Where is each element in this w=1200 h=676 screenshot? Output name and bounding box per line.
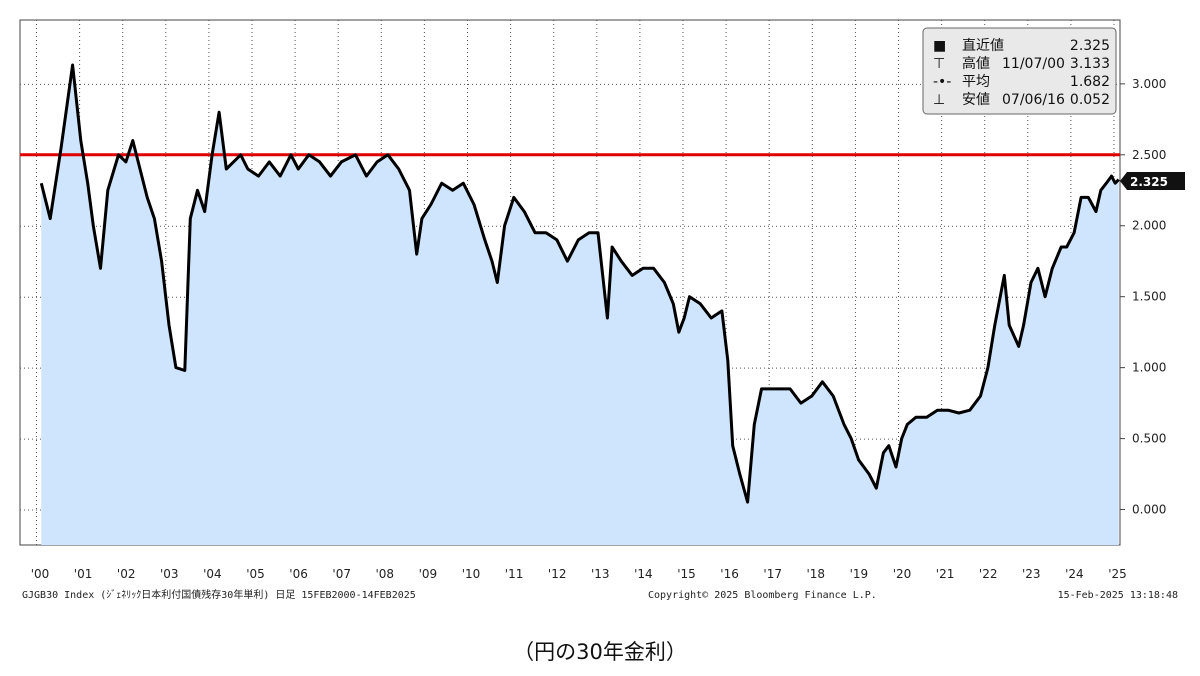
legend-marker: ⊥: [933, 92, 945, 108]
legend-value: 3.133: [1070, 56, 1110, 72]
area-layer: [41, 65, 1119, 545]
last-value-label-bg: [1120, 172, 1185, 190]
x-tick-label: '03: [160, 567, 179, 581]
x-tick-label: '13: [591, 567, 610, 581]
x-tick-label: '18: [807, 567, 826, 581]
legend-date: 07/06/16: [1002, 92, 1065, 108]
footer-center: Copyright© 2025 Bloomberg Finance L.P.: [648, 590, 877, 601]
footer-right: 15-Feb-2025 13:18:48: [1058, 590, 1178, 601]
footer-left: GJGB30 Index (ｼﾞｪﾈﾘｯｸ日本利付国債残存30年単利) 日足 1…: [22, 588, 416, 601]
legend-box: [922, 27, 1117, 115]
chart-frame: 0.000 0.500 1.000 1.500 2.000 2.500 3.000 '00 '…: [19, 19, 1185, 601]
legend: ■ 直近値 2.325 ⊤ 高値 11/07/00 3.133 -•- 平均 1.682 ⊥ 安値 07…: [922, 27, 1117, 115]
chart-caption: （円の30年金利）: [513, 640, 687, 664]
legend-label: 高値: [962, 55, 990, 72]
legend-value: 2.325: [1070, 38, 1110, 54]
last-value-label: 2.325: [1120, 172, 1185, 190]
y-tick-label: 1.000: [1132, 361, 1166, 375]
y-tick-label: 0.500: [1132, 432, 1166, 446]
x-tick-label: '12: [548, 567, 567, 581]
x-tick-label: '07: [332, 567, 351, 581]
x-tick-label: '08: [376, 567, 395, 581]
x-tick-label: '16: [720, 567, 739, 581]
x-tick-label: '23: [1022, 567, 1041, 581]
x-tick-label: '00: [31, 567, 50, 581]
y-tick-label: 0.000: [1132, 503, 1166, 517]
y-axis: 0.000 0.500 1.000 1.500 2.000 2.500 3.000: [1120, 77, 1166, 517]
x-tick-label: '24: [1065, 567, 1084, 581]
y-tick-label: 1.500: [1132, 290, 1166, 304]
x-tick-label: '11: [505, 567, 524, 581]
last-value-label-text: 2.325: [1130, 175, 1168, 189]
x-axis: '00 '01 '02 '03 '04 '05 '06 '07 '08 '09 '10 '11 '12 '…: [31, 567, 1127, 581]
legend-label: 平均: [962, 74, 990, 90]
legend-marker: ■: [933, 38, 946, 54]
x-tick-label: '22: [979, 567, 998, 581]
footer: GJGB30 Index (ｼﾞｪﾈﾘｯｸ日本利付国債残存30年単利) 日足 1…: [22, 588, 1178, 601]
y-tick-label: 2.500: [1132, 148, 1166, 162]
x-tick-label: '10: [462, 567, 481, 581]
legend-value: 1.682: [1070, 74, 1110, 90]
series-area: [41, 65, 1119, 545]
x-tick-label: '19: [850, 567, 869, 581]
legend-value: 0.052: [1070, 92, 1110, 108]
x-tick-label: '21: [936, 567, 955, 581]
x-tick-label: '17: [763, 567, 782, 581]
legend-marker: -•-: [933, 74, 951, 90]
legend-label: 安値: [962, 92, 990, 108]
x-tick-label: '25: [1108, 567, 1127, 581]
x-tick-label: '04: [203, 567, 222, 581]
y-tick-label: 3.000: [1132, 77, 1166, 91]
x-tick-label: '05: [246, 567, 265, 581]
x-tick-label: '01: [74, 567, 93, 581]
legend-date: 11/07/00: [1002, 56, 1065, 72]
series-line: [39, 63, 1120, 504]
x-tick-label: '06: [289, 567, 308, 581]
x-tick-label: '02: [117, 567, 136, 581]
legend-marker: ⊤: [933, 56, 945, 72]
legend-label: 直近値: [962, 37, 1004, 54]
x-tick-label: '15: [677, 567, 696, 581]
x-tick-label: '09: [419, 567, 438, 581]
line-layer: [39, 63, 1120, 504]
x-tick-label: '14: [634, 567, 653, 581]
y-tick-label: 2.000: [1132, 219, 1166, 233]
x-tick-label: '20: [893, 567, 912, 581]
